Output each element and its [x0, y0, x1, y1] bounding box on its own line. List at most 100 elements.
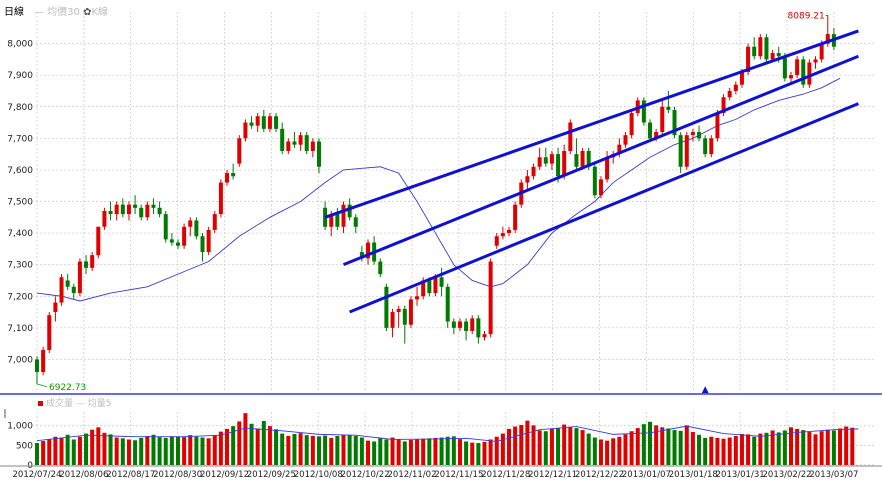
candle-body — [182, 226, 187, 246]
volume-bar — [494, 436, 499, 465]
volume-bar — [703, 437, 708, 465]
volume-bar — [65, 434, 70, 465]
volume-bar — [421, 438, 426, 465]
candle-body — [255, 116, 260, 126]
volume-bar — [96, 427, 101, 465]
candle-body — [764, 37, 769, 60]
candle-body — [709, 138, 714, 155]
candle-body — [212, 214, 217, 230]
volume-ma-5-line — [36, 425, 859, 442]
volume-legend: 成交量 — [46, 399, 74, 409]
x-tick-label: 2013/01/18 — [669, 470, 718, 480]
volume-bar — [648, 421, 652, 465]
kline-toggle-icon[interactable]: ✿ — [83, 7, 92, 18]
x-tick-label: 2013/01/07 — [622, 470, 671, 480]
volume-ma-line — [36, 425, 859, 442]
event-marker-icon: ▲ — [702, 385, 709, 395]
candle-body — [206, 229, 211, 253]
candle-body — [35, 359, 39, 373]
channel-line — [349, 102, 859, 314]
candle-body — [556, 154, 561, 177]
volume-bar — [157, 437, 162, 465]
volume-bar — [776, 432, 781, 465]
candle-body — [384, 286, 389, 328]
x-tick-label: 2012/09/25 — [247, 470, 296, 480]
min-price-label: 6922.73 — [49, 383, 86, 393]
grid — [36, 12, 876, 465]
candle-body — [316, 141, 321, 167]
candle-body — [733, 84, 738, 91]
candle-body — [660, 106, 665, 133]
candle-body — [96, 226, 101, 256]
candle-body — [445, 286, 450, 322]
volume-bar — [133, 440, 138, 465]
volume-bar — [635, 428, 640, 465]
candle-body — [592, 166, 597, 196]
volume-bar — [623, 434, 628, 465]
volume-bar — [844, 426, 849, 465]
chart-header: 日線 — 均價30 ✿K線 — [4, 3, 108, 18]
candle-body — [188, 220, 193, 227]
volume-bar — [231, 426, 236, 465]
candle-body — [464, 321, 469, 331]
volume-tick-label: 500 — [16, 441, 33, 451]
volume-bar — [488, 439, 493, 465]
volume-bar — [298, 433, 303, 465]
volume-bar — [169, 436, 174, 465]
candle-body — [408, 299, 413, 325]
volume-bar — [292, 433, 297, 465]
candle-body — [494, 236, 499, 246]
volume-bar — [562, 424, 567, 465]
volume-bar — [457, 439, 462, 465]
candle-body — [770, 53, 775, 60]
volume-bar — [249, 423, 254, 465]
kline-legend[interactable]: K線 — [91, 7, 109, 18]
candle-body — [752, 46, 757, 57]
candle-body — [580, 150, 585, 167]
volume-bar — [678, 430, 683, 465]
candles — [35, 15, 836, 384]
x-tick-label: 2013/01/31 — [716, 470, 765, 480]
volume-bar — [758, 433, 763, 465]
volume-bar — [41, 441, 46, 465]
volume-bar — [335, 435, 340, 465]
y-tick-label: 7,500 — [7, 198, 33, 208]
volume-bar — [390, 437, 395, 465]
candle-body — [114, 204, 119, 215]
candle-body — [482, 334, 487, 338]
y-tick-label: 8,000 — [7, 40, 33, 50]
volume-bar — [470, 442, 475, 465]
channel-line — [342, 54, 859, 267]
candle-body — [310, 141, 315, 151]
volume-swatch-icon — [38, 401, 43, 406]
volume-bar — [611, 438, 616, 465]
timeframe-label: 日線 — [4, 7, 24, 18]
volume-bar — [819, 431, 824, 465]
y-tick-label: 7,100 — [7, 324, 33, 334]
candle-body — [133, 204, 138, 208]
volume-bar — [605, 440, 610, 465]
candle-body — [292, 141, 297, 145]
x-tick-label: 2012/09/12 — [200, 470, 249, 480]
volume-bar — [592, 437, 597, 465]
volume-bar — [126, 439, 131, 465]
candle-body — [59, 277, 64, 303]
volume-bar — [574, 428, 579, 465]
candle-body — [378, 261, 383, 275]
candle-body — [298, 135, 303, 145]
volume-bar — [212, 435, 217, 465]
volume-bar — [77, 436, 82, 465]
max-price-label: 8089.21 — [788, 11, 825, 21]
volume-bar — [175, 436, 180, 465]
candle-body — [84, 261, 89, 268]
volume-bar — [519, 424, 524, 465]
volume-bar — [549, 428, 554, 465]
volume-bar — [795, 428, 800, 465]
volume-bar — [280, 433, 285, 465]
candle-body — [684, 135, 689, 167]
candle-body — [457, 321, 462, 328]
candle-body — [421, 280, 426, 297]
candle-body — [739, 72, 744, 85]
volume-bar — [746, 434, 751, 465]
volume-bar — [770, 430, 775, 465]
